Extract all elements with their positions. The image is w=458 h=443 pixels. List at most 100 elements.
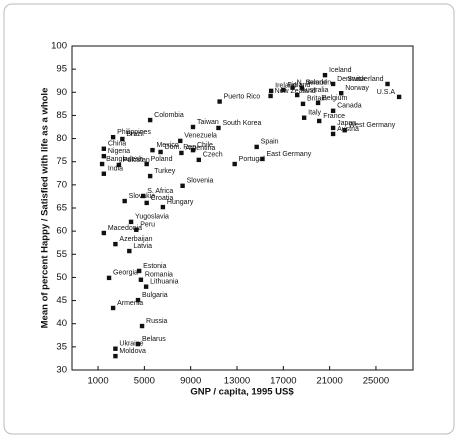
point-label: Britain [307,96,327,103]
point-label: Moldova [119,348,146,355]
frame [3,3,455,435]
point [190,124,196,130]
point [315,100,321,106]
point [120,136,125,142]
point-label: U.S.A [377,89,396,96]
point [330,108,336,113]
point [196,157,201,163]
point [128,219,134,225]
y-tick-label: 75 [56,156,67,167]
point [147,173,153,179]
point [139,323,145,329]
point-label: Finland [287,82,310,89]
y-tick-label: 80 [56,133,67,144]
point-label: Hungary [167,199,194,206]
point-label: Venezuela [184,133,217,140]
point-label: Turkey [154,168,176,175]
y-tick-label: 95 [56,64,67,75]
point [135,297,141,303]
point-label: Sweden [306,80,331,87]
point [295,92,300,98]
point [144,200,149,206]
point [135,341,141,347]
point-label: Azerbaijan [119,236,152,243]
point [110,134,116,140]
x-tick-label: 21000 [316,376,342,387]
point [281,87,286,93]
point-label: Canada [337,103,362,110]
point-label: Nigeria [108,148,130,155]
point-label: Bulgaria [142,292,168,299]
point-label: Mexico [156,142,178,149]
x-tick-label: 25000 [363,376,389,387]
point [317,118,322,124]
point-label: Russia [146,318,168,325]
point-label: S. Africa [147,188,173,195]
point [144,161,149,167]
point-label: Switzerland [347,76,383,83]
point-label: Georgia [113,270,138,277]
point-label: Bangladesh [106,156,143,163]
point [160,204,166,210]
point [179,150,184,156]
point [290,85,295,90]
point-label: Poland [151,156,173,163]
point-label: Armenia [117,300,143,307]
point-label: Japan [337,120,356,127]
point-label: Norway [345,85,369,92]
point-label: Argentina [185,145,215,152]
point [322,72,328,78]
point [138,277,144,282]
y-tick-label: 85 [56,110,67,121]
point-label: Chile [197,142,213,149]
point-label: Latvia [133,243,152,250]
point [180,183,185,188]
point-label: Denmark [337,76,366,83]
point-label: Philippines [117,129,151,136]
y-tick-label: 35 [56,341,67,352]
point [268,88,274,94]
point [110,305,116,311]
point [158,149,163,155]
point [216,125,221,131]
point-label: Slovenia [187,178,214,185]
y-tick-label: 100 [51,41,67,52]
point-label: India [108,166,123,173]
point-label: Italy [308,110,321,117]
point-label: Belgium [322,95,347,102]
point-label: Lithuania [150,279,179,286]
point-label: Ukraine [119,341,143,348]
point [300,101,306,107]
y-tick-label: 60 [56,226,67,237]
point [147,117,153,123]
point-label: Colombia [154,112,184,119]
point [330,125,336,131]
point [113,353,118,359]
point [232,161,237,167]
point [99,161,105,167]
point [330,81,336,87]
point [190,147,196,153]
point [101,230,107,236]
point [136,268,142,274]
point-label: China [108,141,126,148]
point [127,248,132,254]
y-tick-label: 45 [56,295,67,306]
point-label: South Korea [222,120,261,127]
point [254,144,259,150]
point-label: Romania [145,272,173,279]
x-tick-label: 1000 [87,376,108,387]
point-label: Czech [203,152,223,159]
point [116,162,122,168]
y-tick-label: 90 [56,87,67,98]
point [299,85,305,90]
point [385,81,390,87]
point-label: France [323,113,345,120]
point-label: Iceland [329,67,352,74]
point-label: Yugoslavia [135,214,169,221]
x-tick-label: 9000 [180,376,201,387]
point [113,346,118,351]
point-label: N. Ireland [297,80,327,87]
